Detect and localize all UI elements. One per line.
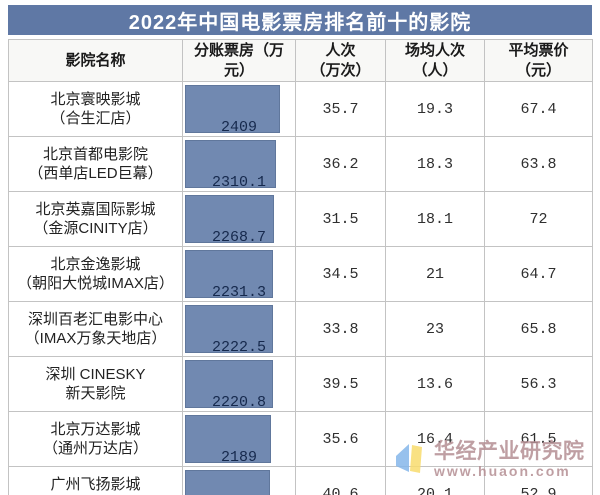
box-office-bar: [185, 85, 280, 133]
box-office-value: 2222.5: [211, 339, 266, 356]
theater-name: 北京英嘉国际影城 （金源CINITY店）: [8, 191, 183, 247]
table-row: 北京英嘉国际影城 （金源CINITY店） 2268.7 31.5 18.1 72: [8, 191, 593, 247]
avg-per-show-value: 21: [385, 246, 485, 302]
attendance-value: 35.7: [295, 81, 386, 137]
box-office-cell: 2231.3: [182, 246, 296, 302]
theater-name: 北京金逸影城 （朝阳大悦城IMAX店）: [8, 246, 183, 302]
box-office-bar: [185, 305, 273, 353]
table-row: 北京金逸影城 （朝阳大悦城IMAX店） 2231.3 34.5 21 64.7: [8, 246, 593, 302]
box-office-bar: [185, 195, 275, 243]
theater-name: 深圳 CINESKY 新天影院: [8, 356, 183, 412]
table-row: 北京万达影城 （通州万达店） 2189 35.6 16.4 61.5: [8, 411, 593, 467]
attendance-value: 33.8: [295, 301, 386, 357]
avg-price-value: 67.4: [484, 81, 593, 137]
theater-name: 北京万达影城 （通州万达店）: [8, 411, 183, 467]
box-office-value: 2231.3: [211, 284, 266, 301]
attendance-value: 31.5: [295, 191, 386, 247]
box-office-bar: [185, 470, 270, 495]
box-office-bar: [185, 360, 273, 408]
avg-per-show-value: 13.6: [385, 356, 485, 412]
box-office-cell: 2146.4: [182, 466, 296, 495]
box-office-bar: [185, 250, 273, 298]
column-header-avg-per-show: 场均人次 （人）: [385, 39, 485, 82]
attendance-value: 34.5: [295, 246, 386, 302]
avg-per-show-value: 18.3: [385, 136, 485, 192]
attendance-value: 35.6: [295, 411, 386, 467]
avg-per-show-value: 16.4: [385, 411, 485, 467]
box-office-cell: 2220.8: [182, 356, 296, 412]
avg-per-show-value: 23: [385, 301, 485, 357]
theater-name: 北京首都电影院 （西单店LED巨幕）: [8, 136, 183, 192]
table-row: 深圳百老汇电影中心 （IMAX万象天地店） 2222.5 33.8 23 65.…: [8, 301, 593, 357]
box-office-cell: 2222.5: [182, 301, 296, 357]
avg-price-value: 72: [484, 191, 593, 247]
avg-price-value: 52.9: [484, 466, 593, 495]
avg-price-value: 56.3: [484, 356, 593, 412]
attendance-value: 39.5: [295, 356, 386, 412]
theater-name: 广州飞扬影城 （正佳 IMAX店）: [8, 466, 183, 495]
avg-per-show-value: 18.1: [385, 191, 485, 247]
box-office-value: 2220.8: [211, 394, 266, 411]
header-row: 影院名称 分账票房（万 元） 人次 （万次） 场均人次 （人） 平均票价 （元）: [8, 39, 593, 82]
avg-price-value: 65.8: [484, 301, 593, 357]
table-row: 广州飞扬影城 （正佳 IMAX店） 2146.4 40.6 20.1 52.9: [8, 466, 593, 495]
avg-price-value: 63.8: [484, 136, 593, 192]
page-title: 2022年中国电影票房排名前十的影院: [8, 5, 592, 35]
box-office-cell: 2268.7: [182, 191, 296, 247]
avg-per-show-value: 19.3: [385, 81, 485, 137]
theater-name: 北京寰映影城 （合生汇店）: [8, 81, 183, 137]
avg-per-show-value: 20.1: [385, 466, 485, 495]
box-office-value: 2409: [220, 119, 257, 136]
box-office-value: 2189: [220, 449, 257, 466]
box-office-cell: 2189: [182, 411, 296, 467]
column-header-attendance: 人次 （万次）: [295, 39, 386, 82]
theater-ranking-table: 影院名称 分账票房（万 元） 人次 （万次） 场均人次 （人） 平均票价 （元）…: [8, 39, 593, 495]
box-office-cell: 2310.1: [182, 136, 296, 192]
table-row: 深圳 CINESKY 新天影院 2220.8 39.5 13.6 56.3: [8, 356, 593, 412]
table-row: 北京寰映影城 （合生汇店） 2409 35.7 19.3 67.4: [8, 81, 593, 137]
box-office-bar: [185, 415, 272, 463]
attendance-value: 40.6: [295, 466, 386, 495]
attendance-value: 36.2: [295, 136, 386, 192]
box-office-cell: 2409: [182, 81, 296, 137]
column-header-avg-price: 平均票价 （元）: [484, 39, 593, 82]
avg-price-value: 61.5: [484, 411, 593, 467]
box-office-bar: [185, 140, 277, 188]
theater-name: 深圳百老汇电影中心 （IMAX万象天地店）: [8, 301, 183, 357]
table-row: 北京首都电影院 （西单店LED巨幕） 2310.1 36.2 18.3 63.8: [8, 136, 593, 192]
column-header-theater-name: 影院名称: [8, 39, 183, 82]
column-header-box-office: 分账票房（万 元）: [182, 39, 296, 82]
box-office-value: 2268.7: [211, 229, 266, 246]
avg-price-value: 64.7: [484, 246, 593, 302]
box-office-value: 2310.1: [211, 174, 266, 191]
